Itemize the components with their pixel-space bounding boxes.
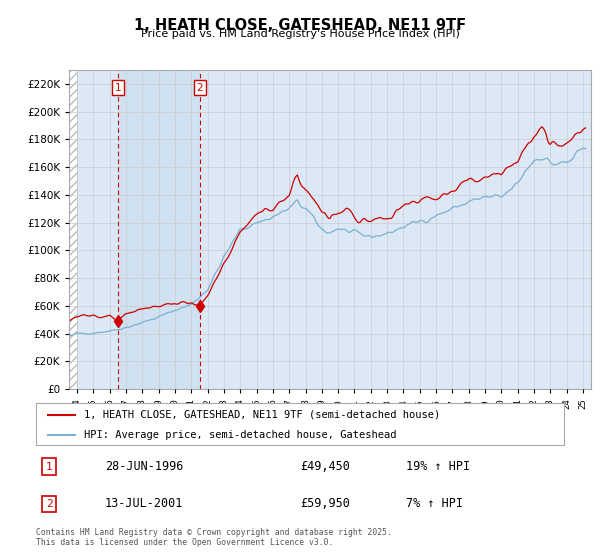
Text: 2: 2: [46, 499, 53, 509]
Text: £49,450: £49,450: [300, 460, 350, 473]
Text: 2: 2: [197, 82, 203, 92]
Text: Contains HM Land Registry data © Crown copyright and database right 2025.
This d: Contains HM Land Registry data © Crown c…: [36, 528, 392, 547]
Text: 1: 1: [115, 82, 121, 92]
Text: 1: 1: [46, 462, 53, 472]
Text: 28-JUN-1996: 28-JUN-1996: [104, 460, 183, 473]
Text: 7% ↑ HPI: 7% ↑ HPI: [406, 497, 463, 511]
Text: 1, HEATH CLOSE, GATESHEAD, NE11 9TF: 1, HEATH CLOSE, GATESHEAD, NE11 9TF: [134, 18, 466, 33]
Text: 13-JUL-2001: 13-JUL-2001: [104, 497, 183, 511]
Text: 19% ↑ HPI: 19% ↑ HPI: [406, 460, 470, 473]
Text: £59,950: £59,950: [300, 497, 350, 511]
Bar: [118, 70, 200, 389]
Text: HPI: Average price, semi-detached house, Gateshead: HPI: Average price, semi-detached house,…: [83, 430, 396, 440]
Text: 1, HEATH CLOSE, GATESHEAD, NE11 9TF (semi-detached house): 1, HEATH CLOSE, GATESHEAD, NE11 9TF (sem…: [83, 410, 440, 420]
Text: Price paid vs. HM Land Registry's House Price Index (HPI): Price paid vs. HM Land Registry's House …: [140, 29, 460, 39]
Bar: [69, 70, 77, 389]
